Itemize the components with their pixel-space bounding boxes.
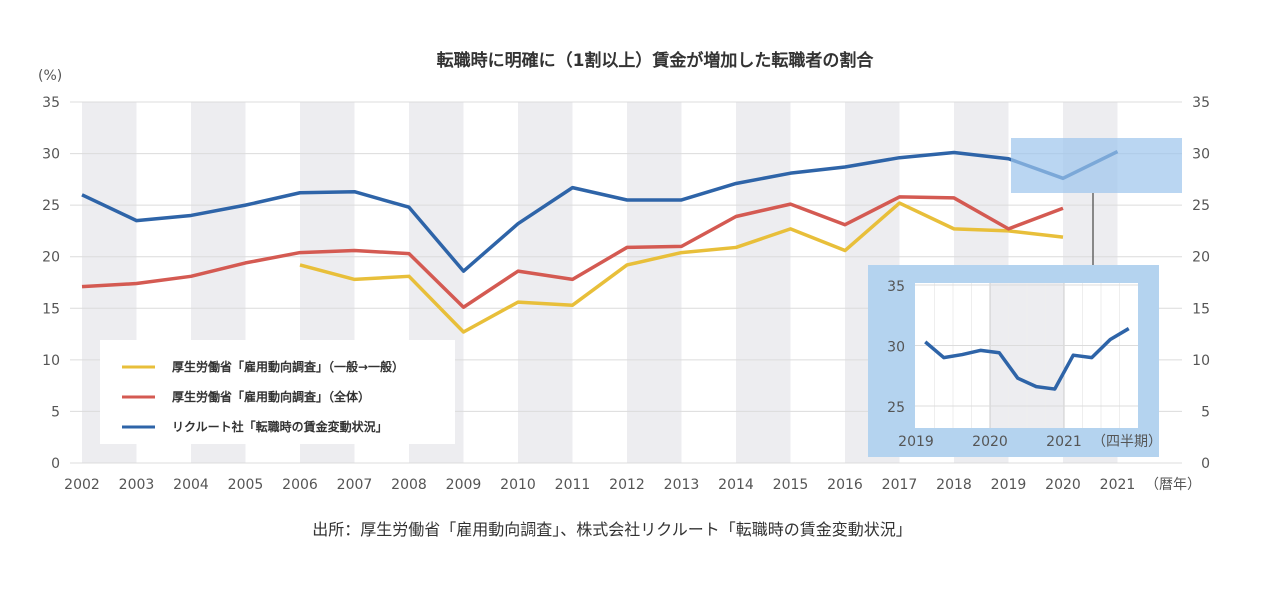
inset-series-line	[924, 327, 1130, 391]
x-tick-label: 2015	[773, 477, 809, 493]
series-line-0	[299, 201, 1064, 334]
y-tick-label-right: 0	[1201, 456, 1210, 472]
series-lines	[81, 149, 1119, 334]
inset-x-axis-label: （四半期）	[1092, 434, 1162, 450]
legend: 厚生労働省「雇用動向調査」（一般→一般） 厚生労働省「雇用動向調査」（全体） リクル…	[100, 340, 455, 444]
x-axis: 2002 2003 2004 2005 2006 2007 2008 2009 2010 2011…	[64, 477, 1135, 493]
band	[518, 102, 573, 463]
x-tick-label: 2007	[337, 477, 373, 493]
x-tick-label: 2016	[827, 477, 863, 493]
y-tick-label: 15	[42, 301, 60, 317]
x-tick-label: 2017	[882, 477, 918, 493]
x-tick-label: 2004	[173, 477, 209, 493]
x-tick-label: 2005	[228, 477, 264, 493]
y-tick-label-right: 10	[1192, 353, 1210, 369]
y-tick-label-right: 15	[1192, 301, 1210, 317]
x-tick-label: 2011	[555, 477, 591, 493]
legend-label: リクルート社「転職時の賃金変動状況」	[172, 419, 388, 434]
series-line-1	[81, 195, 1064, 310]
y-tick-label-right: 30	[1192, 147, 1210, 163]
y-tick-label: 5	[51, 404, 60, 420]
y-tick-label: 25	[42, 198, 60, 214]
y-axis-left: 0 5 10 15 20 25 30 35	[42, 95, 60, 472]
inset-x-tick-label: 2020	[972, 434, 1008, 450]
chart-title: 転職時に明確に（1割以上）賃金が増加した転職者の割合	[437, 50, 875, 71]
source-note: 出所：厚生労働省「雇用動向調査」、株式会社リクルート「転職時の賃金変動状況」	[312, 520, 912, 539]
x-tick-label: 2021	[1100, 477, 1136, 493]
inset-chart: 25 30 35 2019 2020 2021 （四半期）	[868, 265, 1162, 457]
x-tick-label: 2020	[1045, 477, 1081, 493]
band	[736, 102, 791, 463]
x-tick-label: 2003	[119, 477, 155, 493]
zoom-highlight	[1011, 138, 1182, 193]
y-axis-label: (%)	[38, 68, 62, 84]
x-tick-label: 2012	[609, 477, 645, 493]
x-tick-label: 2013	[664, 477, 700, 493]
x-tick-label: 2002	[64, 477, 100, 493]
legend-label: 厚生労働省「雇用動向調査」（全体）	[172, 389, 370, 404]
inset-x-tick-label: 2019	[898, 434, 934, 450]
x-tick-label: 2014	[718, 477, 754, 493]
inset-y-tick-label: 25	[887, 400, 905, 416]
inset-y-tick-label: 30	[887, 340, 905, 356]
y-tick-label: 30	[42, 147, 60, 163]
y-tick-label-right: 5	[1201, 404, 1210, 420]
y-axis-right: 0 5 10 15 20 25 30 35	[1192, 95, 1210, 472]
x-tick-label: 2019	[991, 477, 1027, 493]
y-tick-label: 10	[42, 353, 60, 369]
legend-label: 厚生労働省「雇用動向調査」（一般→一般）	[172, 359, 404, 374]
y-tick-label-right: 25	[1192, 198, 1210, 214]
y-tick-label: 0	[51, 456, 60, 472]
x-tick-label: 2008	[391, 477, 427, 493]
y-tick-label: 35	[42, 95, 60, 111]
series-line-2	[81, 149, 1119, 273]
legend-box	[100, 340, 455, 444]
y-tick-label-right: 20	[1192, 250, 1210, 266]
band	[627, 102, 682, 463]
y-tick-label-right: 35	[1192, 95, 1210, 111]
y-tick-label: 20	[42, 250, 60, 266]
x-tick-label: 2009	[446, 477, 482, 493]
inset-y-tick-label: 35	[887, 279, 905, 295]
x-tick-label: 2006	[282, 477, 318, 493]
x-tick-label: 2018	[936, 477, 972, 493]
x-axis-label: （暦年）	[1145, 477, 1201, 493]
inset-x-tick-label: 2021	[1046, 434, 1082, 450]
x-tick-label: 2010	[500, 477, 536, 493]
